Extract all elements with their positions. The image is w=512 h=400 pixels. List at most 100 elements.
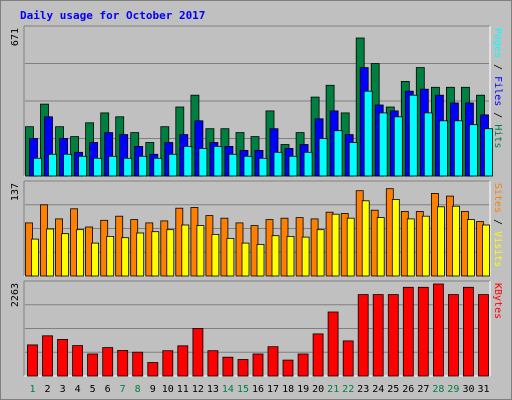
day-label: 12 (192, 384, 204, 395)
panel-2: 137 Sites / Visits (10, 180, 503, 277)
bar-visits (391, 198, 400, 277)
bar-pages (363, 90, 373, 177)
bar-visits (482, 224, 490, 277)
bar-visits (211, 233, 220, 277)
legend-part: Pages (492, 28, 503, 58)
bar-kbytes (267, 346, 279, 377)
day-label: 11 (177, 384, 189, 395)
day-label: 27 (417, 384, 429, 395)
day-label: 13 (207, 384, 219, 395)
bar-kbytes (282, 359, 294, 377)
bar-kbytes (432, 283, 444, 377)
bar-pages (273, 151, 283, 177)
day-label: 15 (237, 384, 249, 395)
bar-pages (138, 155, 148, 177)
bar-kbytes (342, 340, 354, 377)
legend-part: Files (492, 76, 503, 106)
day-axis-labels: 1 2 3 4 5 6 7 8 9 10 11 12 13 14 15 16 17 18 19 20 21 22 23 24 2… (29, 384, 489, 395)
day-label: 6 (105, 384, 111, 395)
bar-kbytes (297, 353, 309, 377)
bar-visits (46, 228, 54, 277)
day-label: 2 (44, 384, 50, 395)
bar-pages (63, 153, 72, 177)
day-label: 7 (120, 384, 126, 395)
chart-title: Daily usage for October 2017 (20, 9, 205, 22)
bar-pages (393, 116, 403, 177)
bar-kbytes (387, 294, 399, 377)
bar-pages (333, 130, 343, 177)
legend-part: / (492, 106, 503, 124)
bar-visits (316, 229, 325, 277)
bar-pages (213, 145, 223, 177)
bar-pages (484, 128, 493, 177)
legend-part: / (492, 58, 503, 76)
bar-visits (361, 200, 370, 277)
bar-visits (451, 205, 460, 277)
bar-kbytes (162, 350, 174, 377)
y-max-label: 2263 (10, 283, 21, 307)
series-legend: Pages / Files / Hits (492, 28, 503, 148)
day-label: 19 (297, 384, 309, 395)
day-label: 3 (60, 384, 66, 395)
bar-kbytes (27, 344, 38, 377)
bar-visits (331, 213, 340, 277)
bar-visits (166, 229, 175, 277)
bar-visits (271, 235, 280, 277)
day-label: 16 (252, 384, 264, 395)
day-label: 31 (477, 384, 489, 395)
legend-part: Hits (492, 124, 503, 148)
bar-kbytes (117, 349, 129, 377)
bar-kbytes (192, 327, 204, 377)
bar-kbytes (417, 286, 429, 377)
bar-pages (318, 138, 328, 177)
bar-pages (108, 155, 118, 177)
day-label: 10 (162, 384, 174, 395)
panel-1: 671 Pages / Files / Hits (10, 25, 503, 177)
bar-pages (198, 147, 208, 177)
day-label: 25 (387, 384, 399, 395)
bar-kbytes (237, 359, 249, 377)
legend-part: Sites (492, 183, 503, 213)
series-sites (25, 188, 484, 277)
bar-visits (121, 237, 130, 277)
legend-part: KBytes (492, 283, 503, 319)
y-max-label: 671 (10, 28, 21, 46)
bar-pages (243, 155, 253, 177)
bar-kbytes (102, 347, 114, 377)
bar-visits (436, 206, 445, 277)
bar-kbytes (147, 362, 159, 377)
series-legend: Sites / Visits (492, 183, 503, 267)
bar-kbytes (327, 311, 339, 377)
bar-pages (348, 142, 358, 177)
bar-pages (288, 155, 298, 177)
bar-pages (423, 112, 433, 177)
legend-part: Visits (492, 231, 503, 267)
bar-kbytes (57, 338, 68, 377)
bar-visits (466, 219, 475, 277)
panel-3: 2263 KBytes (10, 280, 503, 377)
day-label: 9 (150, 384, 156, 395)
bar-visits (226, 237, 235, 277)
bar-pages (228, 153, 238, 177)
bar-kbytes (222, 356, 234, 377)
bar-pages (453, 120, 463, 177)
bar-visits (301, 236, 310, 277)
bar-visits (61, 233, 69, 277)
bar-visits (256, 243, 265, 277)
bar-visits (406, 218, 415, 277)
bar-kbytes (132, 351, 144, 377)
bar-kbytes (177, 345, 189, 377)
bar-kbytes (42, 335, 53, 377)
bar-pages (48, 153, 57, 177)
bar-pages (33, 157, 42, 177)
bar-visits (151, 231, 160, 277)
bar-kbytes (402, 286, 414, 377)
bar-visits (196, 225, 205, 277)
day-label: 23 (357, 384, 369, 395)
day-label: 4 (75, 384, 81, 395)
bar-pages (93, 157, 102, 177)
bar-kbytes (462, 286, 474, 377)
day-label: 17 (267, 384, 279, 395)
bar-pages (408, 94, 418, 177)
